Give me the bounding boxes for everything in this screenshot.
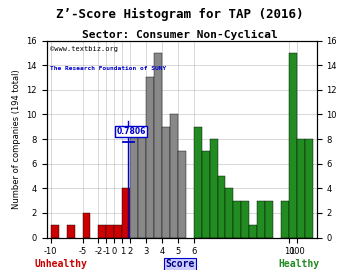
Text: Sector: Consumer Non-Cyclical: Sector: Consumer Non-Cyclical — [82, 30, 278, 40]
Bar — [210, 139, 217, 238]
Bar — [170, 114, 178, 238]
Bar — [122, 188, 130, 238]
Bar — [82, 213, 90, 238]
Bar — [130, 127, 138, 238]
Y-axis label: Number of companies (194 total): Number of companies (194 total) — [12, 69, 21, 209]
Bar — [162, 127, 170, 238]
Bar — [106, 225, 114, 238]
Text: Score: Score — [165, 259, 195, 269]
Bar — [249, 225, 257, 238]
Bar — [194, 127, 202, 238]
Bar — [217, 176, 225, 238]
Text: Z’-Score Histogram for TAP (2016): Z’-Score Histogram for TAP (2016) — [56, 8, 304, 21]
Bar — [281, 201, 289, 238]
Bar — [265, 201, 273, 238]
Bar — [67, 225, 75, 238]
Text: ©www.textbiz.org: ©www.textbiz.org — [50, 46, 117, 52]
Bar — [289, 53, 297, 238]
Bar — [98, 225, 106, 238]
Bar — [114, 225, 122, 238]
Bar — [305, 139, 313, 238]
Bar — [154, 53, 162, 238]
Bar — [257, 201, 265, 238]
Bar — [241, 201, 249, 238]
Bar — [202, 151, 210, 238]
Bar — [297, 139, 305, 238]
Text: The Research Foundation of SUNY: The Research Foundation of SUNY — [50, 66, 166, 71]
Text: Healthy: Healthy — [278, 259, 319, 269]
Text: Unhealthy: Unhealthy — [35, 259, 87, 269]
Text: 0.7806: 0.7806 — [117, 127, 146, 136]
Bar — [233, 201, 241, 238]
Bar — [51, 225, 59, 238]
Bar — [225, 188, 233, 238]
Bar — [146, 77, 154, 238]
Bar — [138, 127, 146, 238]
Bar — [178, 151, 186, 238]
